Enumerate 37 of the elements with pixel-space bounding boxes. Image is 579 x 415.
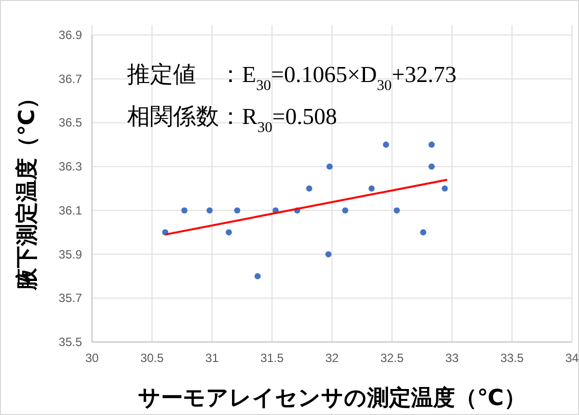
point	[394, 207, 400, 214]
x-tick-label: 31.5	[260, 351, 284, 365]
x-tick-label: 34	[565, 351, 579, 365]
point	[342, 207, 348, 214]
x-tick-label: 32	[325, 351, 339, 365]
point	[382, 142, 390, 148]
x-tick-label: 33.5	[500, 351, 524, 365]
point	[226, 229, 232, 236]
point	[181, 207, 188, 214]
y-tick-label: 36.5	[58, 116, 82, 130]
y-tick-label: 35.5	[58, 335, 82, 349]
x-tick-label: 30.5	[140, 351, 164, 365]
point	[206, 207, 213, 214]
point	[326, 163, 333, 170]
y-axis-title: 腋下測定温度（℃）	[14, 87, 39, 291]
y-tick-label: 36.7	[58, 72, 82, 86]
x-tick-label: 32.5	[380, 351, 404, 365]
point	[325, 251, 332, 258]
x-tick-label: 30	[85, 351, 99, 365]
annotation: 相関係数：R$_{30}$=0.508	[127, 104, 338, 136]
point	[368, 185, 375, 192]
point	[254, 273, 261, 280]
point	[442, 185, 448, 192]
x-tick-label: 33	[445, 351, 459, 365]
annotation: 推定値 ：E$_{30}$=0.1065×D$_{30}$+32.73	[127, 62, 456, 94]
y-tick-label: 36.3	[58, 160, 82, 174]
x-axis-title: サーモアレイセンサの測定温度（℃）	[138, 385, 526, 410]
y-tick-label: 35.9	[58, 247, 82, 262]
point	[234, 207, 240, 214]
y-tick-label: 36.1	[58, 203, 82, 218]
point	[420, 229, 426, 236]
y-tick-label: 36.9	[58, 28, 82, 42]
point	[306, 185, 312, 192]
point	[428, 163, 435, 170]
x-tick-label: 31	[205, 351, 219, 365]
y-tick-label: 35.7	[58, 291, 82, 306]
point	[428, 142, 435, 148]
